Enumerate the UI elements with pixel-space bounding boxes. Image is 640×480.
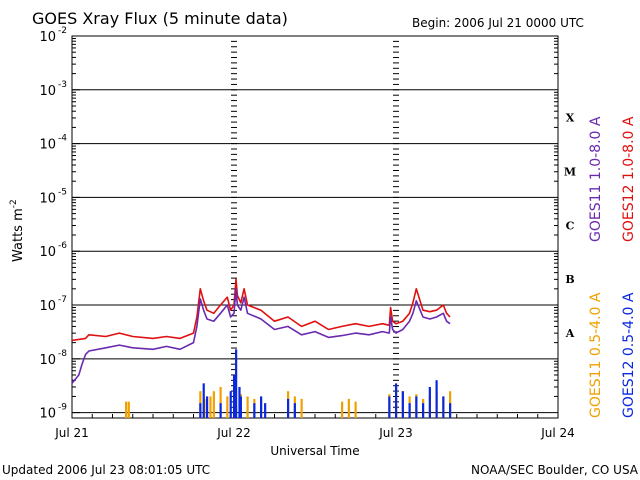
x-axis-label: Universal Time [270,444,359,458]
credit-text: NOAA/SEC Boulder, CO USA [471,463,639,477]
updated-timestamp: Updated 2006 Jul 23 08:01:05 UTC [2,463,210,477]
flux-spike [229,391,232,418]
flux-spike [341,401,344,418]
legend-long: GOES11 1.0-8.0 A GOES12 1.0-8.0 A [588,116,637,242]
x-tick-label: Jul 23 [378,426,413,440]
flux-spike [264,403,267,418]
flux-spike [226,396,229,418]
x-tick-label: Jul 21 [54,426,89,440]
flux-spike [219,386,222,418]
plot-frame [71,35,559,419]
flux-spike [239,396,242,418]
flux-spike [233,375,236,418]
flux-spike [199,403,202,418]
flux-spike [388,396,391,418]
flare-class-label: C [566,219,575,232]
y-tick-labels: 10-910-810-710-610-510-410-310-2 [39,26,558,422]
y-tick-sup: -6 [58,241,67,251]
flux-spike [449,403,452,418]
flare-class-label: B [565,273,574,286]
flux-spike [354,401,357,418]
short-wavelength-series [125,349,452,418]
y-tick-sup: -9 [58,403,67,413]
flare-class-label: M [564,166,576,179]
flux-spike [428,386,431,418]
legend-short: GOES11 0.5-4.0 A GOES12 0.5-4.0 A [588,292,637,418]
y-tick-sup: -7 [58,295,67,305]
flux-spike [422,403,425,418]
legend-goes12-short: GOES12 0.5-4.0 A [621,292,637,418]
legend-goes11-short: GOES11 0.5-4.0 A [588,292,604,418]
y-tick-label: 10 [39,84,56,99]
legend-goes11-long: GOES11 1.0-8.0 A [588,116,604,242]
y-tick-label: 10 [39,191,56,206]
legend-goes12-long: GOES12 1.0-8.0 A [621,116,637,242]
flux-series-line [71,288,451,384]
flux-spike [395,383,398,418]
flux-spike [212,391,215,418]
y-axis-label-text: Watts m [11,208,26,262]
flux-spike [435,380,438,418]
flare-class-label: A [565,327,575,340]
x-tick-labels: Jul 21 Jul 22 Jul 23 Jul 24 [54,426,575,440]
flux-spike [260,396,263,418]
flux-spike [202,383,205,418]
flux-spike [408,403,411,418]
flux-spike [127,401,130,418]
y-tick-label: 10 [39,353,56,368]
flux-spike [125,401,128,418]
begin-label: Begin: 2006 Jul 21 0000 UTC [412,16,584,30]
flare-class-label: X [566,112,575,125]
flux-spike [246,396,249,418]
y-tick-label: 10 [39,30,56,45]
flux-spike [238,386,241,418]
y-tick-label: 10 [39,138,56,153]
long-wavelength-series [71,278,451,384]
flux-spike [347,398,350,418]
y-tick-label: 10 [39,407,56,422]
flux-series-line [71,278,451,342]
y-tick-label: 10 [39,245,56,260]
chart-title: GOES Xray Flux (5 minute data) [32,9,288,28]
y-tick-sup: -8 [58,349,67,359]
flux-spike [300,398,303,418]
y-tick-sup: -5 [58,187,67,197]
flux-spike [235,349,238,418]
flux-spike [442,396,445,418]
flux-spike [287,398,290,418]
x-tick-label: Jul 24 [540,426,575,440]
y-tick-sup: -4 [58,134,67,144]
y-tick-sup: -3 [58,80,67,90]
grid-lines [72,89,558,414]
flux-spike [219,403,222,418]
flare-class-labels: A B C M X [564,112,576,340]
y-axis-label-sup: -2 [9,199,19,208]
svg-text:Watts m-2: Watts m-2 [9,199,26,262]
y-tick-sup: -2 [58,26,67,36]
flux-spike [253,403,256,418]
flux-spike [293,403,296,418]
y-axis-label: Watts m-2 [9,199,26,262]
flux-spike [209,396,212,418]
y-tick-label: 10 [39,299,56,314]
day-tick-marks [91,35,539,419]
flux-spike [206,396,209,418]
flux-spike [401,391,404,418]
flux-spike [415,396,418,418]
x-tick-label: Jul 22 [216,426,251,440]
